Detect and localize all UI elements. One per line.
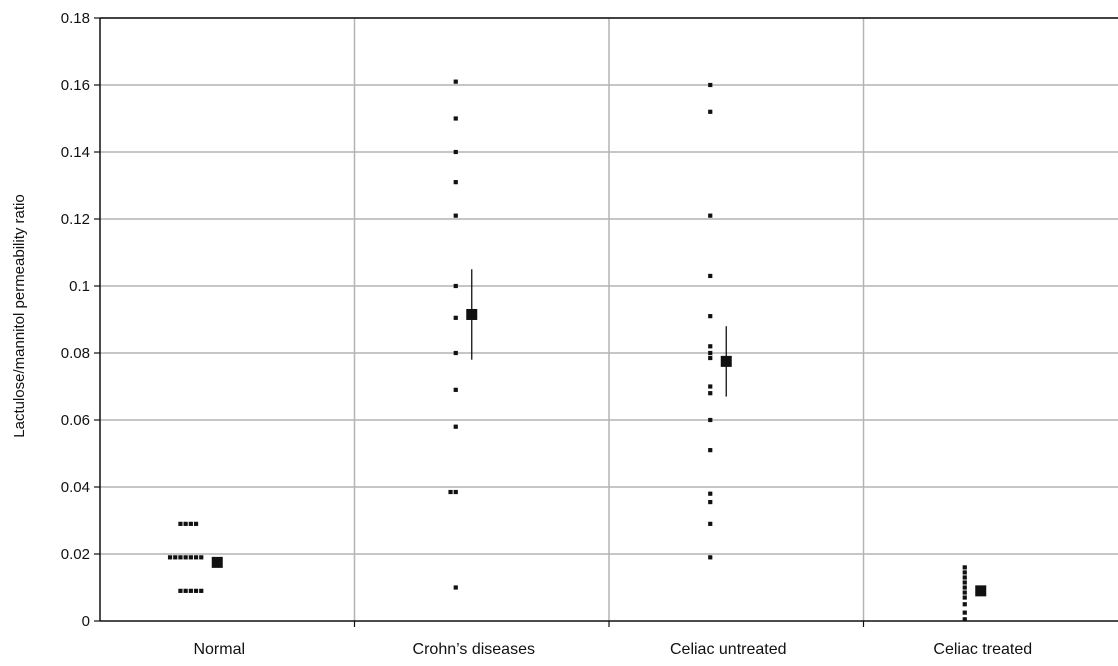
data-point bbox=[708, 273, 713, 279]
data-point bbox=[183, 521, 188, 526]
y-axis-label: Lactulose/mannitol permeability ratio bbox=[11, 194, 28, 437]
data-point bbox=[178, 588, 183, 593]
mean-marker bbox=[211, 556, 223, 568]
data-point bbox=[453, 424, 458, 429]
data-point bbox=[453, 315, 458, 320]
x-category-label: Normal bbox=[193, 641, 245, 658]
data-point bbox=[178, 521, 183, 526]
mean-marker bbox=[720, 355, 732, 367]
data-point bbox=[199, 555, 204, 560]
y-tick-label: 0.02 bbox=[61, 546, 90, 563]
data-point bbox=[708, 491, 713, 496]
data-point bbox=[708, 384, 713, 389]
data-point bbox=[708, 82, 713, 88]
data-point bbox=[708, 213, 713, 218]
data-point bbox=[962, 565, 967, 570]
mean-markers bbox=[211, 269, 987, 597]
y-tick-label: 0.1 bbox=[69, 278, 90, 295]
data-point bbox=[708, 109, 713, 114]
y-tick-labels: 0 0.02 0.04 0.06 0.08 0.1 0.12 0.14 0.16 0.18 bbox=[61, 10, 90, 630]
y-tick-label: 0.18 bbox=[61, 10, 90, 27]
data-point bbox=[962, 575, 967, 580]
data-point bbox=[193, 555, 199, 560]
y-tick-label: 0 bbox=[82, 613, 90, 630]
data-point bbox=[708, 499, 713, 505]
mean-marker bbox=[466, 308, 478, 320]
data-point bbox=[193, 521, 199, 526]
data-point bbox=[708, 555, 713, 560]
data-point bbox=[453, 585, 458, 590]
axes bbox=[94, 17, 1118, 627]
data-point bbox=[708, 344, 713, 349]
x-category-labels: Normal Crohn’s diseases Celiac untreated Ce… bbox=[193, 641, 1032, 658]
y-tick-label: 0.14 bbox=[61, 144, 90, 161]
data-point bbox=[708, 417, 713, 423]
data-point bbox=[453, 387, 458, 392]
data-point bbox=[453, 149, 458, 155]
data-point bbox=[708, 314, 713, 319]
data-points bbox=[167, 79, 967, 622]
data-point bbox=[453, 116, 458, 121]
x-category-label: Celiac treated bbox=[933, 641, 1032, 658]
y-tick-label: 0.04 bbox=[61, 479, 90, 496]
data-point bbox=[962, 595, 967, 600]
mean-marker bbox=[975, 585, 987, 597]
data-point bbox=[708, 448, 713, 453]
y-tick-label: 0.08 bbox=[61, 345, 90, 362]
grid-lines bbox=[100, 17, 1118, 621]
data-point bbox=[962, 590, 967, 595]
data-point bbox=[453, 283, 458, 289]
data-point bbox=[183, 555, 188, 560]
data-point bbox=[962, 570, 967, 575]
data-point bbox=[962, 617, 967, 622]
data-point bbox=[183, 588, 188, 593]
y-tick-label: 0.06 bbox=[61, 412, 90, 429]
data-point bbox=[453, 79, 458, 84]
data-point bbox=[199, 588, 204, 593]
data-point bbox=[188, 555, 193, 560]
data-point bbox=[193, 588, 199, 593]
data-point bbox=[453, 180, 458, 185]
data-point bbox=[708, 355, 713, 361]
data-point bbox=[453, 350, 458, 356]
data-point bbox=[962, 610, 967, 615]
y-tick-label: 0.12 bbox=[61, 211, 90, 228]
data-point bbox=[708, 521, 713, 526]
data-point bbox=[962, 580, 967, 585]
x-category-label: Celiac untreated bbox=[670, 641, 787, 658]
data-point bbox=[453, 213, 458, 218]
data-point bbox=[962, 585, 967, 590]
data-point bbox=[708, 350, 713, 356]
data-point bbox=[178, 555, 183, 560]
data-point bbox=[962, 602, 967, 607]
data-point bbox=[188, 521, 193, 526]
data-point bbox=[188, 588, 193, 593]
y-tick-label: 0.16 bbox=[61, 77, 90, 94]
data-point bbox=[173, 555, 178, 560]
x-category-label: Crohn’s diseases bbox=[413, 641, 535, 658]
data-point bbox=[453, 489, 458, 495]
data-point bbox=[448, 489, 453, 495]
data-point bbox=[167, 555, 173, 560]
data-point bbox=[708, 391, 713, 396]
